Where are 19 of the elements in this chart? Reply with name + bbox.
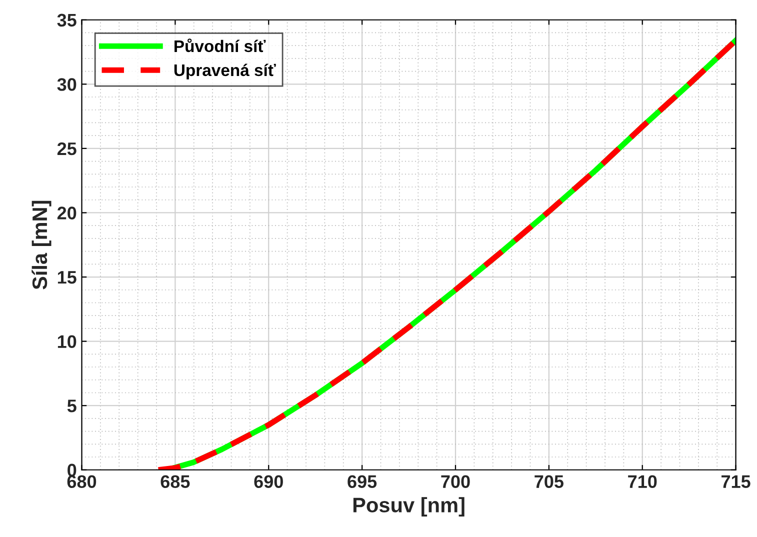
x-tick-label: 710 <box>628 475 657 488</box>
y-tick-label: 15 <box>58 271 76 284</box>
y-tick-label: 25 <box>57 142 76 156</box>
x-tick-label: 680 <box>67 475 96 488</box>
y-axis-title: Síla [mN] <box>32 200 52 290</box>
x-tick-label: 715 <box>722 475 750 488</box>
y-tick-label: 30 <box>57 78 76 91</box>
x-tick-label: 705 <box>534 475 564 488</box>
y-tick-label: 10 <box>58 335 76 348</box>
y-tick-label: 5 <box>67 400 76 412</box>
x-tick-label: 685 <box>160 475 190 488</box>
legend-label: Původní síť <box>174 38 266 52</box>
x-tick-label: 695 <box>348 475 377 488</box>
y-tick-label: 35 <box>57 14 76 27</box>
x-tick-label: 690 <box>254 475 283 488</box>
y-tick-label: 20 <box>57 206 76 220</box>
legend-label: Upravená síť <box>174 64 276 80</box>
x-axis-title: Posuv [nm] <box>353 497 464 517</box>
x-tick-label: 700 <box>441 475 470 488</box>
